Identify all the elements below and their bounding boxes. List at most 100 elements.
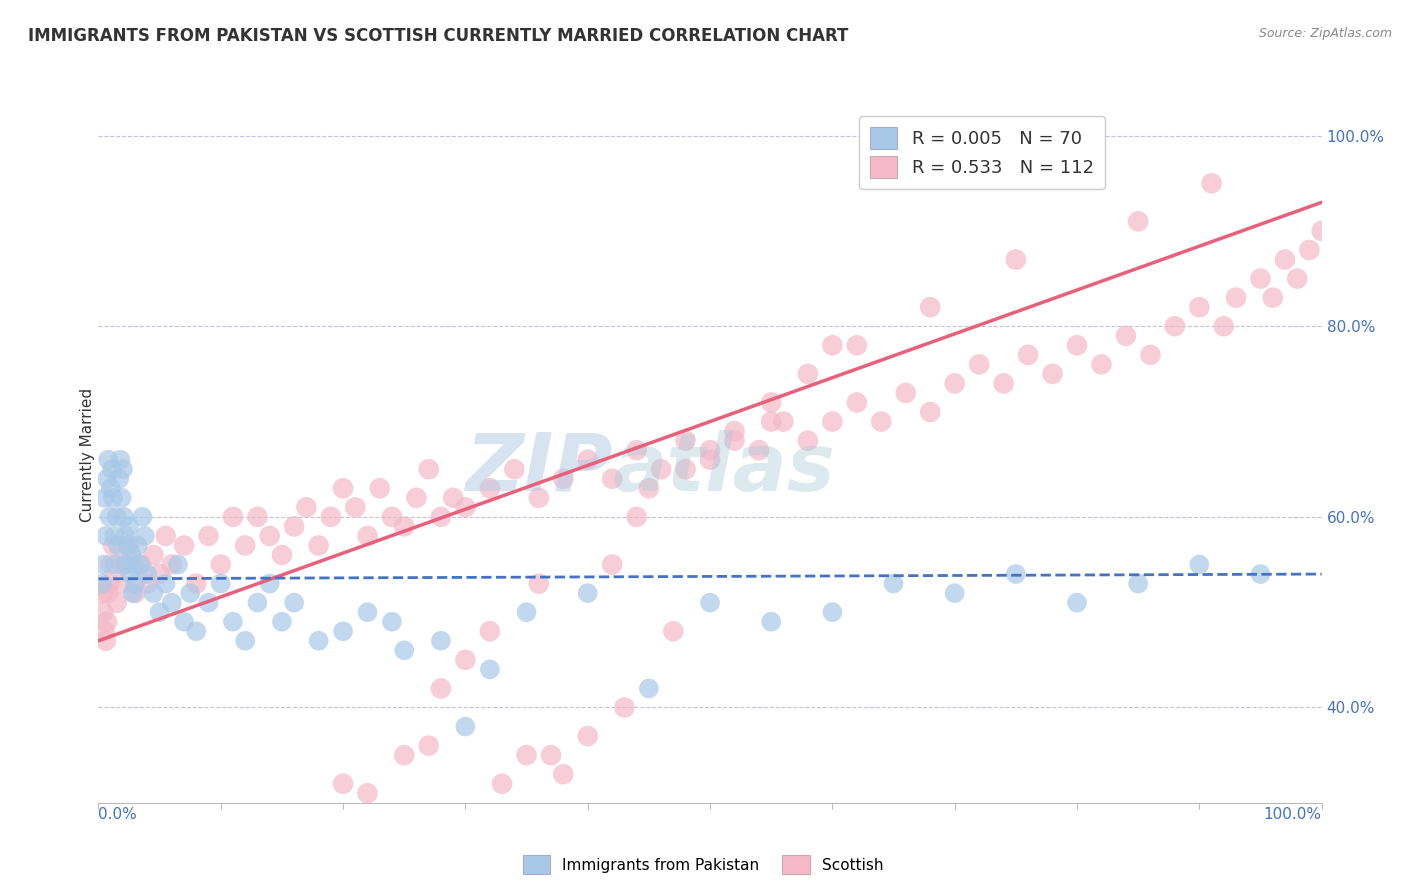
Point <box>478 481 501 495</box>
Point <box>491 777 513 791</box>
Point <box>97 452 120 467</box>
Point <box>93 624 115 639</box>
Point <box>114 529 136 543</box>
Point <box>129 558 152 572</box>
Point <box>121 586 143 600</box>
Point <box>118 539 141 553</box>
Point <box>1212 319 1234 334</box>
Point <box>761 615 783 629</box>
Point <box>112 509 135 524</box>
Point <box>626 509 648 524</box>
Point <box>576 452 599 467</box>
Point <box>430 633 453 648</box>
Point <box>259 529 281 543</box>
Point <box>441 491 464 505</box>
Point <box>115 558 138 572</box>
Point <box>527 576 550 591</box>
Point <box>117 539 139 553</box>
Y-axis label: Currently Married: Currently Married <box>80 388 94 522</box>
Point <box>142 586 165 600</box>
Point <box>967 357 990 371</box>
Point <box>600 558 623 572</box>
Point <box>1004 567 1026 582</box>
Point <box>96 472 118 486</box>
Legend: R = 0.005   N = 70, R = 0.533   N = 112: R = 0.005 N = 70, R = 0.533 N = 112 <box>859 116 1105 189</box>
Text: IMMIGRANTS FROM PAKISTAN VS SCOTTISH CURRENTLY MARRIED CORRELATION CHART: IMMIGRANTS FROM PAKISTAN VS SCOTTISH CUR… <box>28 27 848 45</box>
Point <box>381 615 404 629</box>
Point <box>392 748 416 763</box>
Point <box>160 596 183 610</box>
Point <box>98 576 121 591</box>
Point <box>723 434 745 448</box>
Point <box>1128 214 1150 228</box>
Point <box>454 653 477 667</box>
Point <box>761 395 783 409</box>
Point <box>1188 558 1211 572</box>
Point <box>104 558 127 572</box>
Text: atlas: atlas <box>612 430 835 508</box>
Point <box>381 509 404 524</box>
Point <box>392 643 416 657</box>
Text: Source: ZipAtlas.com: Source: ZipAtlas.com <box>1258 27 1392 40</box>
Point <box>332 624 354 639</box>
Point <box>155 529 177 543</box>
Point <box>91 586 114 600</box>
Point <box>110 576 132 591</box>
Point <box>155 576 177 591</box>
Point <box>1066 338 1088 352</box>
Point <box>222 509 245 524</box>
Point <box>454 720 477 734</box>
Point <box>118 519 141 533</box>
Point <box>1004 252 1026 267</box>
Point <box>821 415 844 429</box>
Point <box>761 415 783 429</box>
Point <box>101 539 124 553</box>
Point <box>405 491 427 505</box>
Point <box>553 472 575 486</box>
Point <box>91 576 114 591</box>
Point <box>179 586 201 600</box>
Point <box>160 558 183 572</box>
Point <box>173 539 195 553</box>
Point <box>1261 291 1284 305</box>
Point <box>356 605 378 619</box>
Point <box>675 462 697 476</box>
Point <box>127 539 149 553</box>
Point <box>1201 176 1223 190</box>
Point <box>197 596 219 610</box>
Point <box>270 548 294 562</box>
Point <box>699 443 721 458</box>
Point <box>356 786 378 800</box>
Point <box>332 777 354 791</box>
Point <box>149 605 172 619</box>
Point <box>638 481 661 495</box>
Point <box>186 624 208 639</box>
Point <box>94 633 117 648</box>
Point <box>894 386 917 401</box>
Point <box>246 596 269 610</box>
Point <box>662 624 685 639</box>
Point <box>149 567 172 582</box>
Point <box>129 558 152 572</box>
Point <box>723 424 745 438</box>
Point <box>103 529 125 543</box>
Point <box>1139 348 1161 362</box>
Point <box>540 748 562 763</box>
Point <box>91 605 114 619</box>
Point <box>392 519 416 533</box>
Point <box>553 767 575 781</box>
Point <box>797 367 820 381</box>
Point <box>308 633 330 648</box>
Point <box>308 539 330 553</box>
Point <box>142 548 165 562</box>
Text: 0.0%: 0.0% <box>98 807 138 822</box>
Point <box>209 576 232 591</box>
Point <box>675 434 697 448</box>
Point <box>1310 224 1333 238</box>
Point <box>454 500 477 515</box>
Point <box>576 586 599 600</box>
Point <box>430 681 453 696</box>
Point <box>110 452 132 467</box>
Point <box>356 529 378 543</box>
Point <box>136 567 159 582</box>
